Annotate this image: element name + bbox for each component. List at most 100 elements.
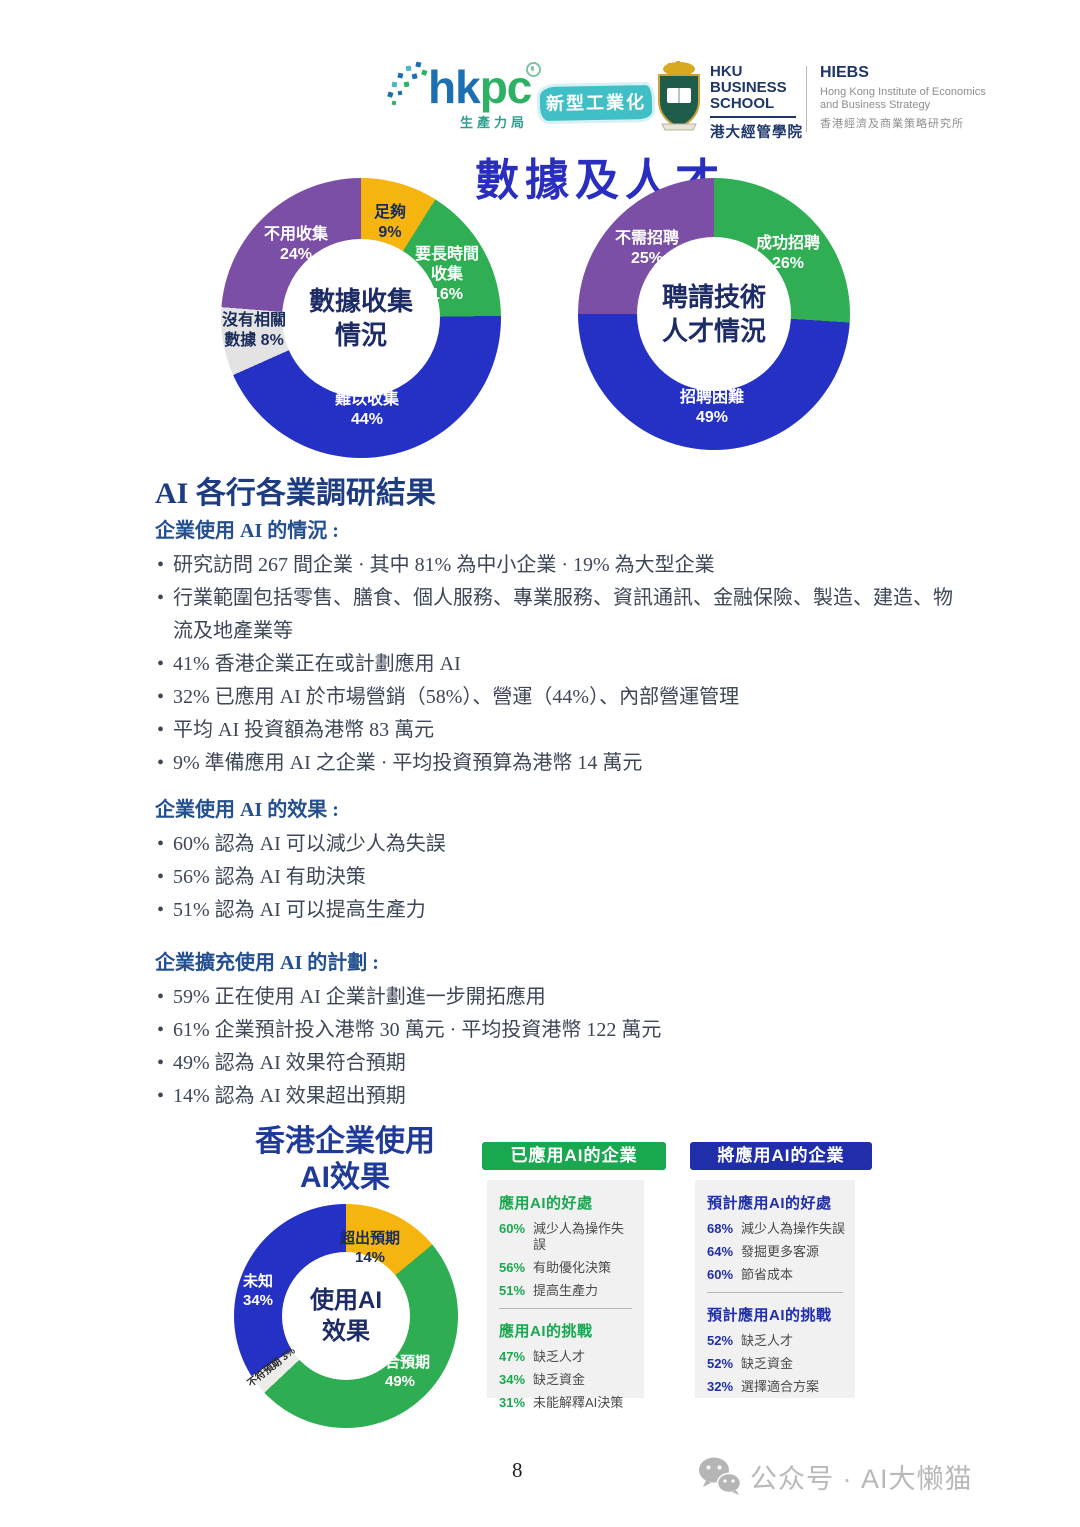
slice-label-enough: 足夠 9% [374,203,406,243]
donut-center-label: 人才情況 [661,316,766,346]
panel-header-will-apply-ai: 將應用AI的企業 [690,1142,872,1170]
panel-header-applied-ai: 已應用AI的企業 [482,1142,666,1170]
slice-label-text: 要長時間收集 [414,246,479,283]
hku-line1: HKU [710,63,743,80]
logo-separator-line [806,66,807,132]
hiebs-english-line1: Hong Kong Institute of Economics [820,86,986,98]
hkpc-logo: hkpc [428,61,533,113]
stat-text: 發掘更多客源 [741,1244,820,1259]
slice-label-text: 未知 [242,1273,273,1290]
slice-label-hard-to-collect: 難以收集 44% [335,390,399,430]
slice-label-long-time: 要長時間收集 16% [411,245,483,305]
stat-text: 缺乏資金 [741,1356,794,1371]
group-title-benefits: 應用AI的好處 [499,1195,593,1212]
stat-pct: 60% [499,1221,526,1236]
donut-center: 聘請技術 人才情況 [637,237,791,391]
stat-pct: 64% [707,1244,734,1259]
hkpc-leaf-mark-icon [526,62,541,77]
hkpc-logo-hk: hk [428,61,481,113]
watermark: 公众号 · AI大懒猫 [698,1456,973,1496]
stat-pct: 68% [707,1221,734,1236]
group-title-challenges: 預計應用AI的挑戰 [707,1307,832,1324]
stat-pct: 34% [499,1372,526,1387]
bullet-list: 研究訪問 267 間企業 · 其中 81% 為中小企業 · 19% 為大型企業 … [155,549,955,780]
new-industrialization-badge: 新型工業化 [539,85,653,121]
stat-row: 52% 缺乏人才 [707,1333,845,1349]
donut-center-label: 數據收集 [308,286,413,316]
hiebs-abbr: HIEBS [820,64,869,81]
bullet-item: 32% 已應用 AI 於市場營銷（58%）、營運（44%）、內部營運管理 [155,681,955,714]
donut-chart-data-collection: 數據收集 情況 足夠 9% 要長時間收集 16% 難以收集 44% 沒有相關數據… [221,178,501,458]
group-title-benefits: 預計應用AI的好處 [707,1195,832,1212]
stat-row: 34% 缺乏資金 [499,1372,634,1388]
hiebs-chinese-name: 香港經濟及商業策略研究所 [820,118,964,130]
bullet-item: 61% 企業預計投入港幣 30 萬元 · 平均投資港幣 122 萬元 [155,1014,955,1047]
hkpc-dots-icon [387,61,428,106]
hku-line3: SCHOOL [710,95,775,112]
wechat-icon [699,1457,742,1495]
stat-pct: 47% [499,1349,526,1364]
slice-label-no-need-collect: 不用收集 24% [264,225,328,265]
stat-row: 64% 發掘更多客源 [707,1244,845,1260]
donut-center: 數據收集 情況 [282,239,440,397]
survey-section-effect: 企業使用 AI 的效果 : 60% 認為 AI 可以減少人為失誤 56% 認為 … [155,793,955,927]
panel-body-will-apply-ai: 預計應用AI的好處 68% 減少人為操作失誤 64% 發掘更多客源 60% 節省… [695,1180,855,1398]
section-title: 企業擴充使用 AI 的計劃 : [155,952,379,974]
stat-text: 缺乏資金 [533,1372,586,1387]
bullet-item: 51% 認為 AI 可以提高生產力 [155,894,955,927]
hiebs-english-line2: and Business Strategy [820,99,931,111]
stat-pct: 52% [707,1356,734,1371]
donut-chart-ai-effect: 使用AI 效果 超出預期 14% 符合預期 49% 不符預期 3% 未知 34% [234,1204,458,1428]
stat-pct: 51% [499,1283,526,1298]
bullet-item: 41% 香港企業正在或計劃應用 AI [155,648,955,681]
donut-center-label: 聘請技術 [661,282,766,312]
slice-label-no-data: 沒有相關數據 8% [218,311,290,351]
slice-label-text: 不用收集 [263,226,329,243]
stat-text: 選擇適合方案 [741,1379,820,1394]
hiebs-logo: HIEBS Hong Kong Institute of Economics a… [820,64,986,131]
donut-center-label: 效果 [322,1318,370,1345]
hku-crest-icon [658,61,700,131]
slice-label-exceed-expectation: 超出預期 14% [340,1229,400,1267]
slice-label-pct: 44% [350,411,384,428]
slice-label-meet-expectation: 符合預期 49% [370,1353,430,1391]
bullet-item: 14% 認為 AI 效果超出預期 [155,1080,955,1113]
slice-label-text: 符合預期 [369,1354,431,1371]
bullet-item: 平均 AI 投資額為港幣 83 萬元 [155,714,955,747]
stat-text: 缺乏人才 [533,1349,586,1364]
slice-label-hired-success: 成功招聘 26% [756,234,820,274]
slice-label-below-expectation: 不符預期 3% [243,1343,300,1394]
slice-label-pct: 34% [242,1292,274,1309]
stat-row: 47% 缺乏人才 [499,1349,634,1365]
bullet-item: 研究訪問 267 間企業 · 其中 81% 為中小企業 · 19% 為大型企業 [155,549,955,582]
slice-label-text: 足夠 [373,204,407,221]
stat-row: 56% 有助優化決策 [499,1260,634,1276]
panel-body-applied-ai: 應用AI的好處 60% 減少人為操作失誤 56% 有助優化決策 51% 提高生產… [487,1180,644,1410]
watermark-text: 公众号 · AI大懒猫 [750,1463,973,1494]
stat-text: 節省成本 [741,1267,794,1282]
stat-row: 32% 選擇適合方案 [707,1379,845,1395]
stat-pct: 60% [707,1267,734,1282]
stat-pct: 52% [707,1333,734,1348]
panel-divider [707,1292,843,1293]
section-title: 企業使用 AI 的效果 : [155,799,339,821]
hkpc-logo-pc: pc [479,61,533,113]
slice-label-pct: 25% [630,250,664,267]
bullet-list: 60% 認為 AI 可以減少人為失誤 56% 認為 AI 有助決策 51% 認為… [155,828,955,927]
slice-label-hiring-difficulty: 招聘困難 49% [680,388,744,428]
stat-row: 60% 節省成本 [707,1267,845,1283]
bullet-item: 行業範圍包括零售、膳食、個人服務、專業服務、資訊通訊、金融保險、製造、建造、物流… [155,582,955,648]
page-number: 8 [512,1458,523,1482]
stat-text: 缺乏人才 [741,1333,794,1348]
slice-label-pct: 16% [430,286,464,303]
stat-pct: 31% [499,1395,526,1410]
stat-text: 減少人為操作失誤 [741,1221,846,1236]
bullet-item: 56% 認為 AI 有助決策 [155,861,955,894]
stat-row: 52% 缺乏資金 [707,1356,845,1372]
donut-center-label: 情況 [334,320,387,350]
slice-label-pct: 9% [378,224,402,241]
stat-row: 31% 未能解釋AI決策 [499,1395,634,1411]
slice-label-unknown: 未知 34% [243,1272,273,1310]
effect-title-line2: AI效果 [300,1161,390,1194]
